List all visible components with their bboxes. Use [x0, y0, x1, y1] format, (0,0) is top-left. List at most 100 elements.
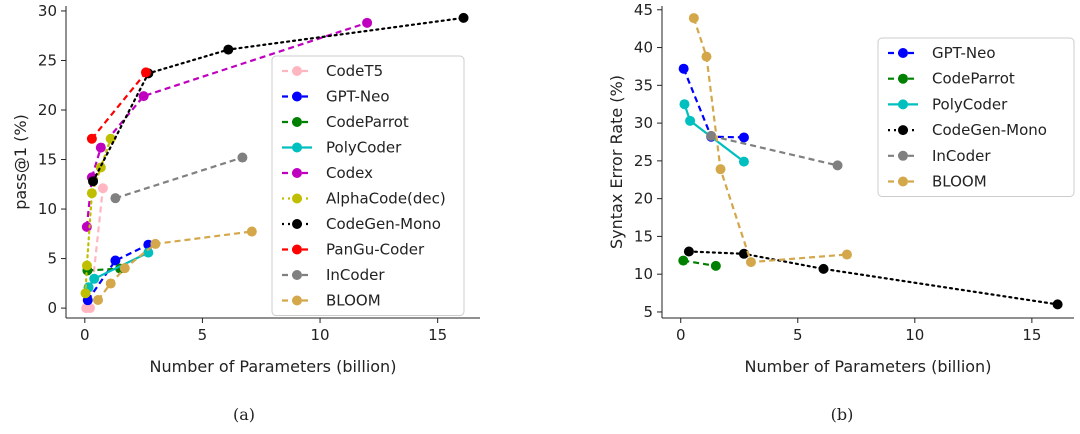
legend-marker-pangu-coder	[292, 244, 302, 255]
x-axis-label: Number of Parameters (billion)	[150, 357, 397, 376]
chart-a: 0 5 10 15 0 5 10 15 20 25 30 Number of Parameters (…	[11, 2, 480, 424]
data-point-bloom	[715, 164, 726, 175]
legend-frame	[877, 37, 1075, 197]
series-line-incoder	[115, 156, 243, 200]
data-point-gpt-neo	[110, 255, 121, 266]
series-line-pangu-coder	[91, 71, 147, 140]
y-tick-label: 20	[634, 190, 653, 208]
data-point-pangu-coder	[140, 67, 151, 78]
data-point-bloom	[246, 226, 257, 237]
figure-caption: (b)	[831, 405, 854, 424]
legend-marker-gpt-neo	[898, 48, 908, 58]
data-point-codegen-mono	[458, 12, 469, 23]
legend-frame	[271, 55, 465, 316]
series-line-bloom	[692, 17, 847, 264]
legend-marker-codegen-mono	[898, 125, 908, 136]
legend-marker-alphacode-dec	[292, 193, 302, 204]
data-point-polycoder	[738, 156, 749, 167]
y-tick-label: 15	[38, 151, 57, 169]
data-point-incoder	[237, 152, 248, 163]
data-point-bloom	[150, 238, 161, 249]
series-line-codegen-mono	[91, 16, 465, 183]
data-point-pangu-coder	[86, 133, 97, 144]
data-point-alphacode-dec	[81, 260, 92, 271]
data-point-codegen-mono	[223, 44, 234, 55]
y-tick-label: 35	[634, 76, 653, 94]
x-tick-label: 0	[80, 326, 90, 344]
legend-marker-codet5	[292, 66, 302, 76]
legend-label-codeparrot: CodeParrot	[932, 70, 1015, 88]
legend-label-incoder: InCoder	[932, 147, 991, 165]
data-point-bloom	[745, 257, 756, 268]
x-tick-label: 0	[676, 326, 686, 344]
y-axis-label: Syntax Error Rate (%)	[607, 75, 626, 249]
series-line-incoder	[710, 134, 838, 167]
data-point-alphacode-dec	[80, 288, 91, 299]
legend-marker-polycoder	[292, 142, 302, 153]
legend-marker-codegen-mono	[292, 219, 302, 229]
x-tick-label: 10	[905, 326, 924, 344]
legend-marker-incoder	[292, 270, 302, 280]
legend-label-pangu-coder: PanGu-Coder	[326, 241, 425, 259]
legend-label-gpt-neo: GPT-Neo	[932, 44, 996, 62]
data-point-bloom	[119, 263, 130, 274]
data-point-polycoder	[679, 99, 690, 110]
data-point-codegen-mono	[818, 263, 829, 274]
legend-label-bloom: BLOOM	[326, 292, 381, 310]
data-point-alphacode-dec	[86, 188, 97, 199]
legend-label-codeparrot: CodeParrot	[326, 113, 409, 131]
y-tick-label: 25	[634, 152, 653, 170]
data-point-bloom	[92, 294, 103, 305]
data-point-gpt-neo	[738, 132, 749, 143]
legend-label-codex: Codex	[326, 164, 373, 182]
y-tick-label: 5	[643, 303, 653, 321]
x-tick-label: 10	[310, 326, 329, 344]
data-point-codex	[362, 17, 373, 28]
data-point-codex	[138, 91, 149, 102]
data-point-polycoder	[143, 247, 154, 258]
series-line-gpt-neo	[682, 68, 744, 139]
x-tick-label: 15	[1022, 326, 1041, 344]
data-point-codet5	[97, 183, 108, 194]
legend-label-polycoder: PolyCoder	[932, 95, 1008, 113]
y-tick-label: 20	[38, 101, 57, 119]
data-point-incoder	[110, 193, 121, 204]
y-tick-label: 0	[47, 299, 57, 317]
data-point-bloom	[701, 51, 712, 62]
x-tick-label: 5	[793, 326, 803, 344]
legend: CodeT5 GPT-Neo CodeParrot PolyCoder Codex Alp…	[271, 55, 465, 316]
y-axis-label: pass@1 (%)	[11, 114, 30, 210]
legend-marker-codex	[292, 168, 302, 178]
figure-caption: (a)	[233, 405, 255, 424]
legend-label-codegen-mono: CodeGen-Mono	[932, 121, 1047, 139]
series-line-codegen-mono	[687, 250, 1059, 306]
x-axis-label: Number of Parameters (billion)	[745, 357, 992, 376]
chart-b: 0 5 10 15 5 10 15 20 25 30 35 40 45 Number of Paramet…	[607, 1, 1075, 424]
data-point-bloom	[105, 278, 116, 289]
data-point-bloom	[688, 13, 699, 24]
series-line-gpt-neo	[86, 243, 149, 301]
data-point-gpt-neo	[678, 63, 689, 74]
data-point-codeparrot	[710, 260, 721, 271]
data-point-codeparrot	[678, 255, 689, 266]
legend-label-codet5: CodeT5	[326, 62, 383, 80]
data-point-codex	[95, 142, 106, 153]
legend-marker-gpt-neo	[292, 91, 302, 102]
data-point-polycoder	[685, 115, 696, 126]
legend-label-gpt-neo: GPT-Neo	[326, 88, 390, 106]
x-tick-label: 5	[198, 326, 208, 344]
legend-label-incoder: InCoder	[326, 266, 385, 284]
legend-marker-bloom	[292, 295, 302, 306]
y-tick-label: 15	[634, 227, 653, 245]
y-tick-label: 25	[38, 51, 57, 69]
data-point-bloom	[841, 249, 852, 260]
data-point-codegen-mono	[88, 176, 99, 187]
y-tick-label: 30	[38, 2, 57, 20]
legend-marker-bloom	[898, 176, 908, 187]
legend-marker-codeparrot	[898, 73, 908, 84]
y-tick-label: 40	[634, 39, 653, 57]
legend-label-alphacode-dec: AlphaCode(dec)	[326, 190, 446, 208]
series-line-codeparrot	[87, 267, 121, 272]
y-tick-label: 30	[634, 114, 653, 132]
